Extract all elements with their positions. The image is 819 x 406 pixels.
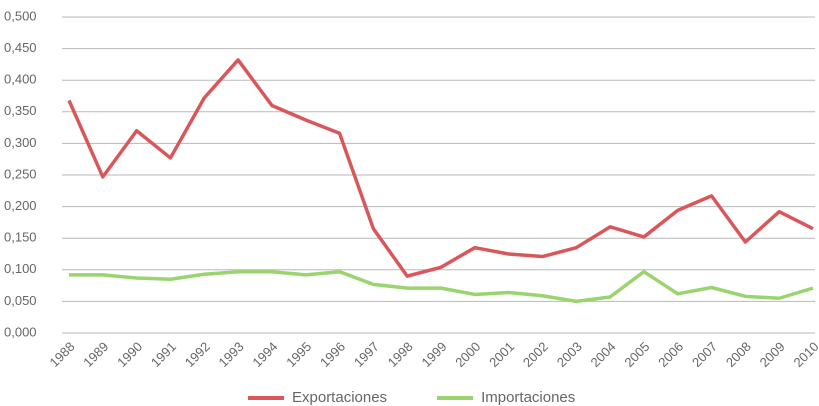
x-tick-label: 2000 — [452, 339, 483, 370]
x-tick-label: 2002 — [520, 339, 551, 370]
x-tick-label: 2003 — [554, 339, 585, 370]
x-tick-label: 1990 — [114, 339, 145, 370]
x-tick-label: 1999 — [418, 339, 449, 370]
x-tick-label: 1994 — [249, 339, 280, 370]
x-tick-label: 1995 — [283, 339, 314, 370]
y-tick-label: 0,000 — [4, 324, 37, 339]
x-tick-label: 1989 — [80, 339, 111, 370]
x-tick-label: 2005 — [621, 339, 652, 370]
x-tick-label: 2008 — [723, 339, 754, 370]
y-tick-label: 0,150 — [4, 230, 37, 245]
x-tick-label: 2010 — [790, 339, 819, 370]
x-tick-label: 2001 — [486, 339, 517, 370]
x-tick-label: 2007 — [689, 339, 720, 370]
y-tick-label: 0,200 — [4, 198, 37, 213]
y-tick-label: 0,400 — [4, 72, 37, 87]
x-tick-label: 1988 — [46, 339, 77, 370]
x-tick-label: 2004 — [588, 339, 619, 370]
x-tick-label: 1991 — [148, 339, 179, 370]
series-line — [67, 58, 814, 278]
x-tick-label: 2009 — [757, 339, 788, 370]
y-tick-label: 0,350 — [4, 103, 37, 118]
x-tick-label: 2006 — [655, 339, 686, 370]
y-tick-label: 0,450 — [4, 40, 37, 55]
series-line — [69, 269, 814, 304]
x-tick-label: 1992 — [182, 339, 213, 370]
y-tick-label: 0,050 — [4, 293, 37, 308]
y-tick-label: 0,250 — [4, 166, 37, 181]
x-tick-label: 1993 — [216, 339, 247, 370]
x-tick-label: 1997 — [351, 339, 382, 370]
legend-label: Importaciones — [481, 389, 575, 406]
x-tick-label: 1996 — [317, 339, 348, 370]
legend-label: Exportaciones — [292, 389, 387, 406]
x-tick-label: 1998 — [385, 339, 416, 370]
y-tick-label: 0,500 — [4, 8, 37, 23]
y-tick-label: 0,300 — [4, 135, 37, 150]
y-tick-label: 0,100 — [4, 261, 37, 276]
